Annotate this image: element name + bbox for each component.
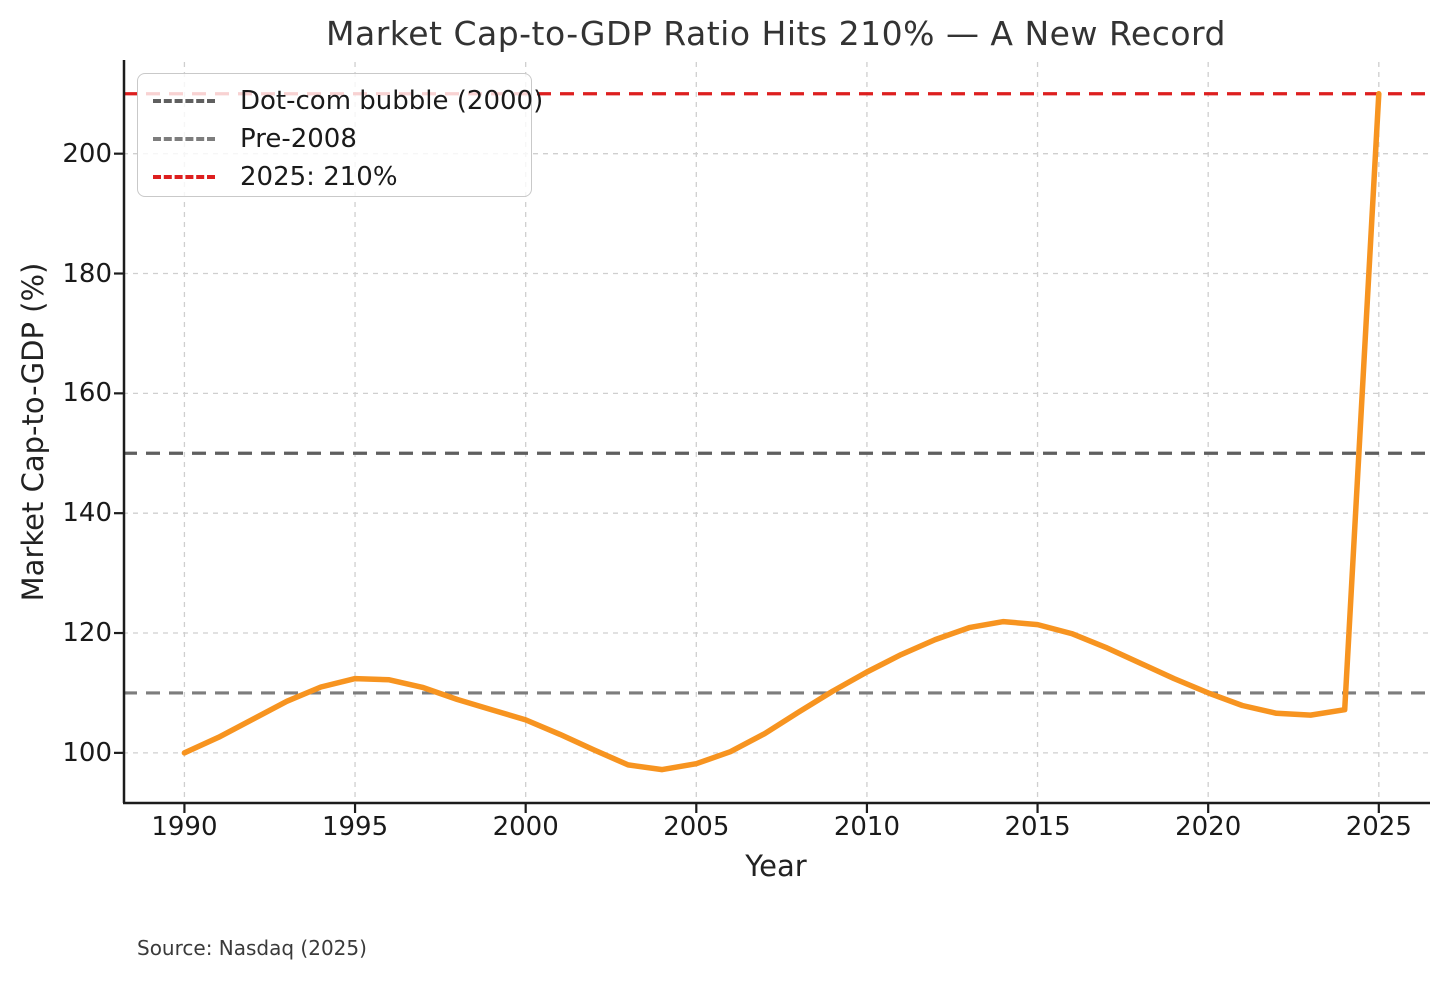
legend-label: Dot-com bubble (2000)	[240, 86, 544, 116]
y-tick-label: 100	[62, 737, 112, 768]
y-axis-label: Market Cap-to-GDP (%)	[16, 262, 50, 602]
y-tick-label: 140	[62, 498, 112, 529]
dashed-line-swatch-icon	[153, 175, 215, 179]
legend-item-dotcom: Dot-com bubble (2000)	[153, 82, 543, 120]
x-tick-label: 2010	[833, 812, 900, 842]
x-tick-label: 2000	[492, 812, 559, 842]
legend: Dot-com bubble (2000) Pre-2008 2025: 210…	[137, 73, 543, 197]
dashed-line-swatch-icon	[153, 99, 215, 103]
x-axis-label: Year	[745, 849, 807, 883]
x-tick-label: 1990	[151, 812, 218, 842]
dashed-line-swatch-icon	[153, 137, 215, 141]
x-tick-label: 2015	[1004, 812, 1071, 842]
y-tick-label: 180	[62, 258, 112, 289]
series-line	[181, 91, 1382, 773]
x-tick-label: 2020	[1175, 812, 1242, 842]
y-tick-label: 200	[62, 138, 112, 169]
y-tick-label: 160	[62, 378, 112, 409]
legend-item-2025: 2025: 210%	[153, 158, 531, 196]
x-tick-label: 1995	[321, 812, 389, 842]
x-tick-label: 2005	[663, 812, 730, 842]
source-note: Source: Nasdaq (2025)	[137, 936, 367, 960]
legend-item-pre2008: Pre-2008	[153, 120, 531, 158]
legend-label: Pre-2008	[240, 124, 357, 154]
chart-title: Market Cap-to-GDP Ratio Hits 210% — A Ne…	[326, 14, 1226, 53]
y-tick-label: 120	[62, 618, 112, 649]
x-tick-label: 2025	[1345, 812, 1412, 842]
legend-label: 2025: 210%	[240, 162, 398, 192]
